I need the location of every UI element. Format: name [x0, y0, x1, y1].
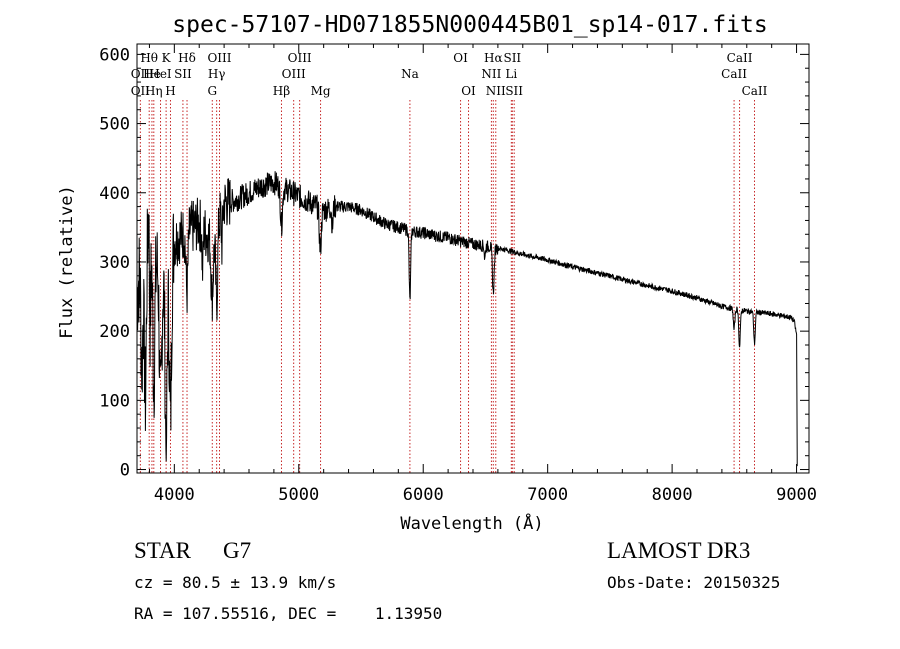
spectral-subclass: G7 [222, 538, 252, 563]
y-tick-label: 200 [99, 322, 130, 342]
line-marker-label: CaII [721, 67, 747, 81]
x-tick-label: 7000 [527, 485, 568, 505]
line-marker-label: Hα [484, 51, 503, 65]
line-marker-label: Hδ [178, 51, 196, 65]
axes-layer: 4000 5000 6000 7000 8000 9000 0 100 200 300 400 500… [99, 43, 817, 505]
line-marker-label: NII [486, 84, 506, 98]
line-marker-label: OIII [282, 67, 306, 81]
y-tick-label: 400 [99, 184, 130, 204]
x-axis-label: Wavelength (Å) [400, 512, 543, 534]
coordinates-readout: RA = 107.55516, DEC = 1.13950 [134, 604, 443, 623]
line-marker-label: Mg [311, 84, 331, 98]
line-marker-label: H [165, 84, 175, 98]
spectrum-layer [136, 171, 798, 467]
line-marker-label: Li [505, 67, 517, 81]
line-marker-label: HeI [149, 67, 172, 81]
line-marker-label: Na [401, 67, 419, 81]
x-tick-label: 4000 [154, 485, 195, 505]
plot-frame [136, 43, 810, 474]
line-marker-label: OI [453, 51, 468, 65]
line-marker-label: CaII [742, 84, 768, 98]
y-tick-label: 600 [99, 45, 130, 65]
line-marker-label: OII [131, 67, 151, 81]
x-tick-label: 9000 [776, 485, 817, 505]
line-marker-label: K [162, 51, 172, 65]
redshift-readout: cz = 80.5 ± 13.9 km/s [134, 573, 337, 592]
x-tick-label: 5000 [278, 485, 319, 505]
line-marker-label: SII [505, 84, 523, 98]
survey-name: LAMOST DR3 [607, 538, 751, 563]
line-marker-label: Hη [145, 84, 163, 98]
line-marker-label: Hβ [273, 84, 290, 98]
y-tick-label: 300 [99, 253, 130, 273]
line-marker-label: OIII [207, 51, 231, 65]
line-marker-label: He [143, 67, 161, 81]
observation-date: Obs-Date: 20150325 [607, 573, 781, 592]
line-marker-layer [139, 100, 755, 473]
line-marker-label: SII [503, 51, 521, 65]
line-marker-label: OI [461, 84, 476, 98]
chart-title: spec-57107-HD071855N000445B01_sp14-017.f… [172, 12, 767, 38]
y-tick-label: 500 [99, 115, 130, 135]
object-class: STAR [134, 538, 191, 563]
line-marker-label: OII [131, 84, 151, 98]
y-tick-label: 100 [99, 391, 130, 411]
line-marker-label: NII [481, 67, 501, 81]
line-marker-label: CaII [727, 51, 753, 65]
spectrum-line [136, 171, 798, 467]
line-marker-label: OIII [288, 51, 312, 65]
line-marker-label: Hθ [140, 51, 158, 65]
y-axis-label: Flux (relative) [57, 185, 77, 339]
line-marker-label: G [207, 84, 217, 98]
x-tick-label: 6000 [403, 485, 444, 505]
line-marker-label: Hγ [208, 67, 226, 81]
line-marker-label: SII [174, 67, 192, 81]
y-tick-label: 0 [120, 461, 130, 481]
x-tick-label: 8000 [652, 485, 693, 505]
